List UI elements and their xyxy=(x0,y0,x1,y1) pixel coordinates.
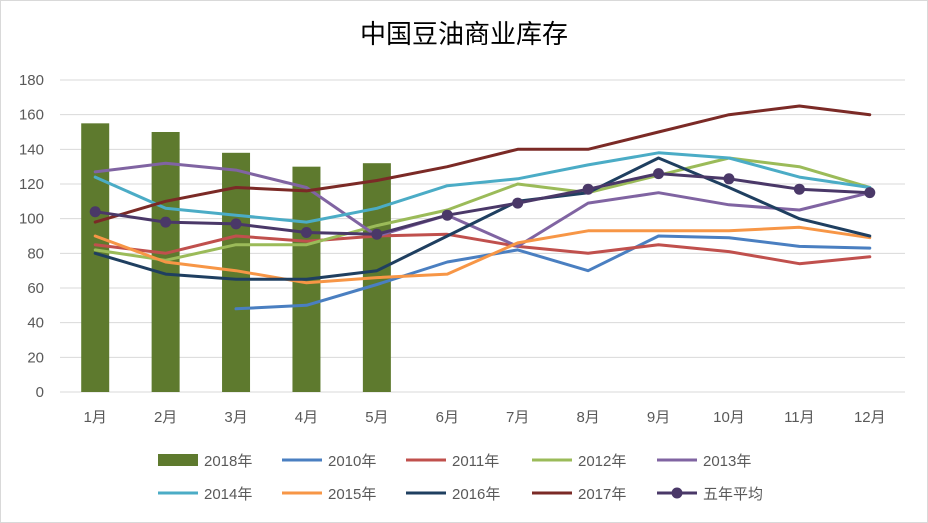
legend-label: 2018年 xyxy=(204,453,252,470)
series-line xyxy=(93,172,872,236)
line-series xyxy=(93,151,872,224)
series-point xyxy=(300,227,312,239)
series-point xyxy=(723,173,735,185)
x-tick-label: 3月 xyxy=(224,409,247,426)
legend-item: 2010年 xyxy=(282,453,376,470)
series-line xyxy=(93,151,872,224)
series-point xyxy=(371,228,383,240)
y-tick-label: 0 xyxy=(36,384,44,401)
legend-label: 2014年 xyxy=(204,486,252,503)
series-line xyxy=(93,156,872,262)
series-point xyxy=(160,216,172,228)
series-line xyxy=(93,156,872,281)
x-tick-label: 10月 xyxy=(713,409,745,426)
x-tick-label: 4月 xyxy=(295,409,318,426)
line-series xyxy=(93,161,872,248)
series-line xyxy=(93,161,872,248)
x-tick-label: 5月 xyxy=(365,409,388,426)
line-series xyxy=(93,225,872,285)
y-tick-label: 40 xyxy=(27,315,44,332)
y-tick-label: 80 xyxy=(27,245,44,262)
legend-item: 2018年 xyxy=(158,453,252,470)
series-point xyxy=(864,187,876,199)
y-tick-label: 140 xyxy=(19,141,44,158)
series-line xyxy=(93,104,872,224)
y-tick-label: 120 xyxy=(19,176,44,193)
legend-label: 2017年 xyxy=(578,486,626,503)
legend-label: 2010年 xyxy=(328,453,376,470)
line-series xyxy=(234,234,872,311)
x-tick-label: 2月 xyxy=(154,409,177,426)
series-point xyxy=(653,168,665,180)
line-series xyxy=(89,168,876,240)
legend-item: 五年平均 xyxy=(657,486,763,503)
legend-item: 2013年 xyxy=(657,453,751,470)
x-tick-label: 6月 xyxy=(436,409,459,426)
legend-item: 2017年 xyxy=(532,486,626,503)
chart-title: 中国豆油商业库存 xyxy=(359,20,568,50)
y-tick-label: 160 xyxy=(19,107,44,124)
series-point xyxy=(582,183,594,195)
y-tick-label: 100 xyxy=(19,211,44,228)
series-line xyxy=(93,232,872,266)
series-line xyxy=(93,225,872,285)
legend-swatch xyxy=(158,454,198,466)
gridlines xyxy=(60,79,905,393)
series-line xyxy=(234,234,872,311)
series-point xyxy=(89,206,101,218)
line-series xyxy=(93,156,872,281)
x-tick-label: 12月 xyxy=(854,409,886,426)
x-tick-label: 7月 xyxy=(506,409,529,426)
legend-label: 2016年 xyxy=(452,486,500,503)
legend-label: 2013年 xyxy=(703,453,751,470)
y-tick-label: 20 xyxy=(27,349,44,366)
bar xyxy=(81,123,110,392)
legend-item: 2016年 xyxy=(406,486,500,503)
series-point xyxy=(441,209,453,221)
legend-item: 2014年 xyxy=(158,486,252,503)
bar-series xyxy=(81,123,391,392)
legend-label: 五年平均 xyxy=(703,486,763,503)
legend-label: 2011年 xyxy=(452,453,499,470)
legend-label: 2015年 xyxy=(328,486,376,503)
x-tick-label: 8月 xyxy=(576,409,599,426)
legend-item: 2015年 xyxy=(282,486,376,503)
line-series xyxy=(93,104,872,224)
line-series xyxy=(93,156,872,262)
legend-marker xyxy=(671,487,683,499)
y-tick-label: 60 xyxy=(27,280,44,297)
series-point xyxy=(512,197,524,209)
series-point xyxy=(793,183,805,195)
legend-item: 2012年 xyxy=(532,453,626,470)
legend-item: 2011年 xyxy=(406,453,499,470)
x-tick-label: 11月 xyxy=(784,409,815,426)
legend-label: 2012年 xyxy=(578,453,626,470)
y-tick-label: 180 xyxy=(19,72,44,89)
line-series xyxy=(93,232,872,266)
series-point xyxy=(230,218,242,230)
x-tick-label: 1月 xyxy=(84,409,107,426)
x-tick-label: 9月 xyxy=(647,409,670,426)
